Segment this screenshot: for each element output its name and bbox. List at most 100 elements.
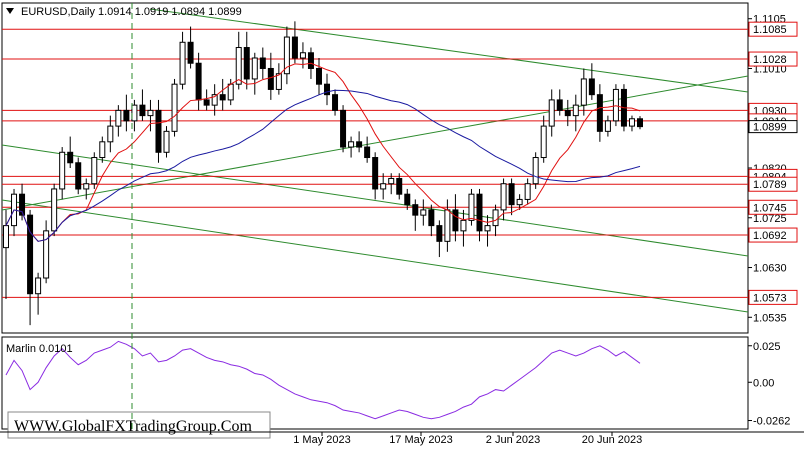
- x-tick-label: 1 May 2023: [293, 434, 350, 446]
- candle-body: [259, 57, 266, 69]
- candle-body: [572, 104, 579, 117]
- candle-body: [179, 41, 186, 85]
- candle-body: [195, 62, 202, 101]
- candle-body: [324, 83, 331, 96]
- marlin-frame: [1, 336, 749, 430]
- candle-body: [444, 209, 451, 242]
- channel-line: [149, 8, 749, 93]
- candle-body: [283, 36, 290, 75]
- candle-body: [315, 67, 322, 85]
- candle-body: [612, 88, 619, 122]
- candle-body: [99, 141, 106, 159]
- candle-body: [3, 225, 9, 249]
- candle-body: [155, 109, 162, 153]
- candle-body: [476, 193, 483, 232]
- candle-body: [452, 209, 459, 232]
- candle-body: [364, 146, 371, 159]
- x-tick-label: 20 Jun 2023: [582, 434, 643, 446]
- candle-body: [420, 209, 427, 216]
- x-tick-label: 17 May 2023: [389, 434, 453, 446]
- marlin-y-label: -0.0262: [753, 416, 790, 428]
- candle-body: [67, 151, 74, 164]
- level-tag-label: 1.1028: [753, 54, 787, 66]
- candle-body: [227, 83, 234, 101]
- candle-body: [412, 204, 419, 216]
- candle-body: [396, 177, 403, 195]
- candle-body: [500, 183, 507, 211]
- candle-body: [540, 125, 547, 159]
- level-tag-label: 1.1085: [753, 24, 787, 36]
- level-tag-label: 1.0789: [753, 179, 787, 191]
- level-tag: [748, 199, 798, 215]
- candle-body: [219, 94, 226, 101]
- level-tag: [748, 51, 798, 67]
- candle-body: [460, 219, 467, 232]
- candle-body: [596, 94, 603, 132]
- candle-body: [299, 52, 306, 59]
- candle-body: [484, 225, 491, 232]
- candle-body: [524, 183, 531, 200]
- candle-body: [171, 83, 178, 132]
- watermark-box: [7, 411, 271, 439]
- candle-body: [628, 118, 635, 127]
- candle-body: [139, 104, 146, 117]
- red-moving-average: [5, 62, 641, 242]
- marlin-y-label: 0.00: [753, 377, 774, 389]
- candle-body: [203, 99, 210, 106]
- menu-triangle-icon: [6, 8, 14, 14]
- candle-body: [428, 209, 435, 227]
- candle-body: [380, 183, 387, 190]
- candle-body: [59, 151, 66, 190]
- candle-body: [91, 157, 98, 185]
- candle-body: [492, 209, 499, 227]
- candle-body: [468, 193, 475, 221]
- level-tag-label: 1.0745: [753, 202, 787, 214]
- candle-body: [348, 141, 355, 148]
- candle-body: [35, 277, 42, 295]
- candle-body: [548, 99, 555, 127]
- marlin-panel: 0.025 0.00 -0.0262: [1, 336, 790, 430]
- candle-body: [580, 78, 587, 106]
- y-tick-label: 1.0630: [753, 263, 787, 275]
- candle-body: [187, 41, 194, 64]
- candle-body: [372, 157, 379, 190]
- current-price-label: 1.0899: [753, 122, 787, 134]
- candle-body: [83, 183, 90, 190]
- candle-body: [637, 118, 643, 128]
- candle-body: [163, 130, 170, 153]
- candle-body: [267, 67, 274, 90]
- level-tag: [748, 289, 798, 305]
- level-tag: [748, 227, 798, 243]
- candle-body: [131, 104, 138, 122]
- price-panel: 1.11051.10101.08991.08201.07251.06301.05…: [1, 2, 798, 334]
- y-tick-label: 1.0535: [753, 312, 787, 324]
- candle-body: [51, 188, 58, 232]
- level-tag-label: 1.0692: [753, 230, 787, 242]
- candle-body: [388, 177, 395, 185]
- level-tag: [748, 21, 798, 37]
- candle-body: [107, 125, 114, 143]
- candle-body: [307, 52, 314, 69]
- candle-body: [43, 230, 50, 279]
- candle-body: [404, 193, 411, 206]
- candle-body: [275, 73, 282, 90]
- candle-body: [516, 198, 523, 206]
- level-tag-label: 1.0573: [753, 292, 787, 304]
- candle-body: [356, 141, 363, 148]
- candle-body: [115, 109, 122, 127]
- candle-body: [332, 94, 339, 111]
- candle-body: [27, 214, 34, 295]
- candle-body: [123, 109, 130, 122]
- candle-body: [588, 78, 595, 96]
- candle-body: [243, 47, 250, 80]
- candle-body: [291, 36, 298, 59]
- candle-body: [532, 157, 539, 185]
- candle-body: [508, 183, 515, 206]
- candle-body: [436, 225, 443, 242]
- candle-body: [251, 57, 258, 80]
- candle-body: [564, 109, 571, 117]
- chart-header: EURUSD,Daily 1.0914 1.0919 1.0894 1.0899: [21, 6, 242, 18]
- y-tick-label: 1.0725: [753, 213, 787, 225]
